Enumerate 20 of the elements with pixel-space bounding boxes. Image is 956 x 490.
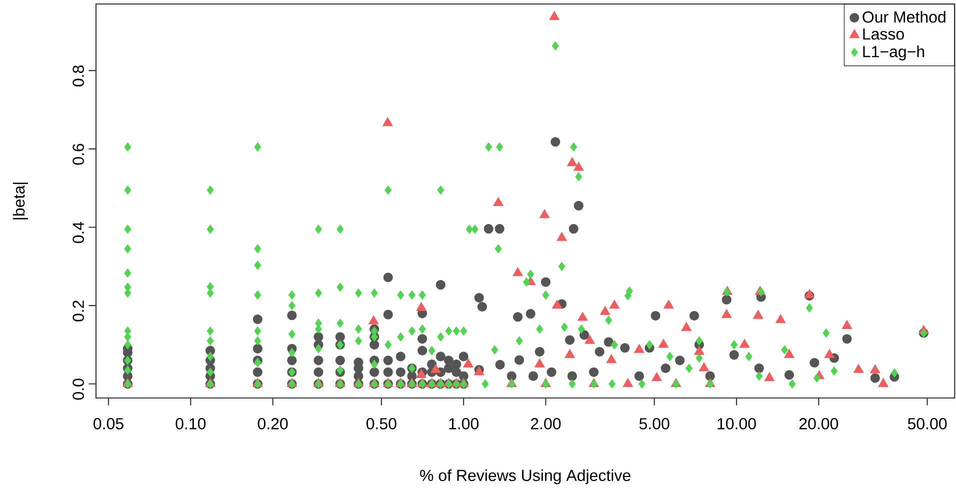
y-tick-label: 0.8 [72, 66, 84, 86]
y-tick-label: 0.6 [72, 144, 84, 165]
legend-label: Lasso [863, 28, 904, 40]
y-tick-label: 0.4 [72, 222, 84, 244]
x-tick-label: 50.00 [908, 418, 947, 430]
x-tick-label: 10.00 [718, 418, 756, 430]
x-axis-title: % of Reviews Using Adjective [420, 469, 630, 484]
legend-label: Our Method [862, 10, 946, 23]
x-tick-label: 20.00 [799, 418, 838, 430]
x-tick-label: 5.00 [639, 418, 670, 430]
x-tick-label: 2.00 [530, 418, 561, 430]
x-tick-label: 0.20 [258, 418, 288, 430]
y-tick-label: 0.0 [72, 378, 84, 400]
x-tick-label: 1.00 [449, 418, 479, 430]
x-tick-label: 0.05 [94, 418, 124, 430]
x-tick-label: 0.10 [176, 418, 206, 430]
legend-label: L1−ag−h [863, 46, 924, 60]
y-tick-label: 0.2 [72, 300, 84, 322]
x-tick-label: 0.50 [366, 418, 396, 430]
y-axis-title: |beta| [12, 182, 28, 220]
